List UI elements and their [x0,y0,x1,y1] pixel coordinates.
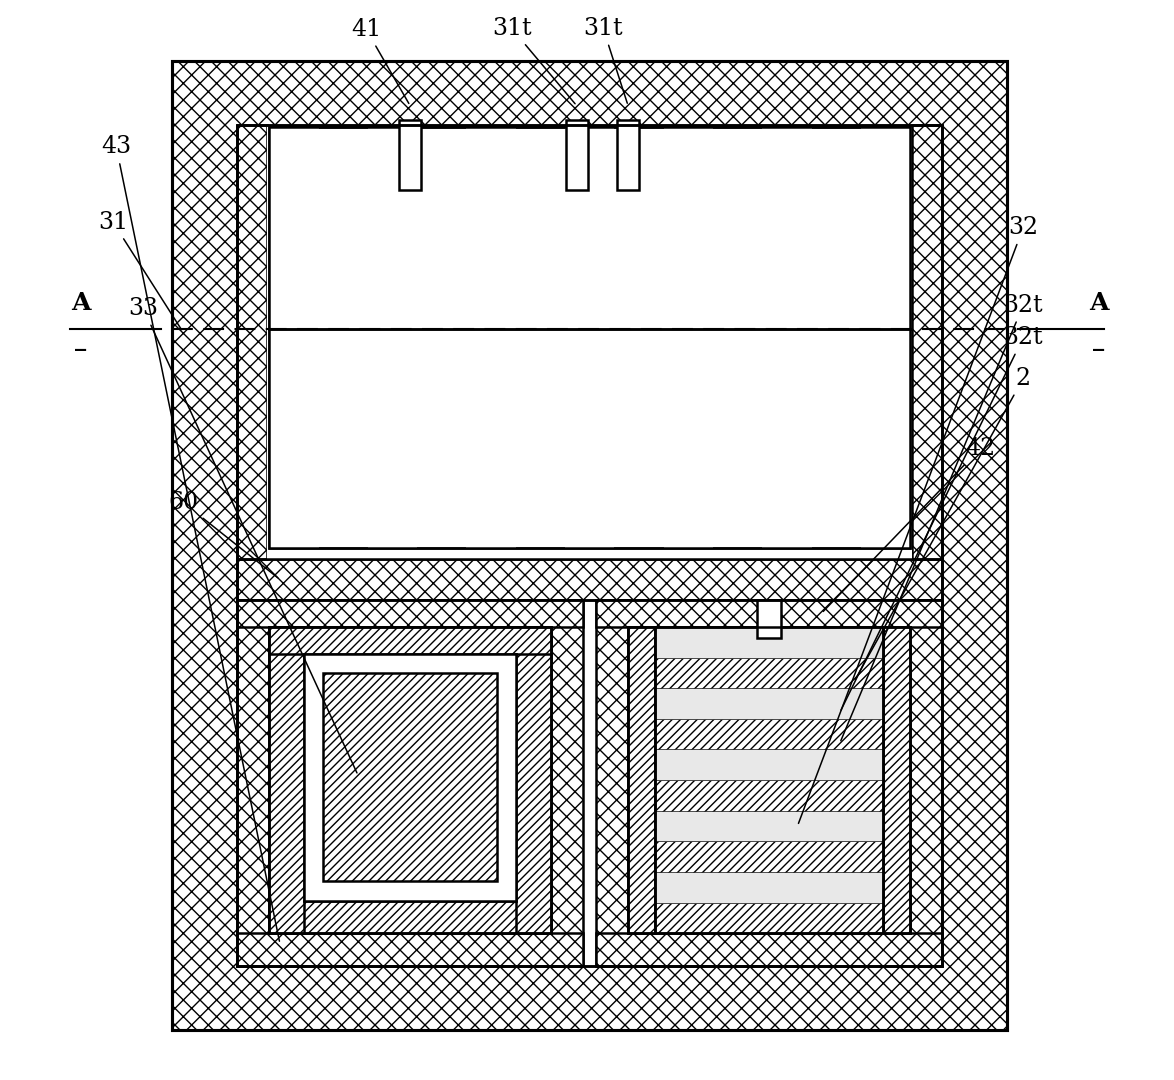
Text: 43: 43 [101,135,279,942]
Text: 31t: 31t [583,17,627,104]
Bar [883,626,910,933]
Bar [655,626,883,658]
Bar [618,120,639,190]
Bar [596,600,943,626]
Bar [912,125,943,559]
Bar [655,626,883,933]
Bar [517,626,551,933]
Bar [655,903,883,933]
Bar [628,626,910,933]
Bar [269,901,551,933]
Bar [596,600,628,966]
Bar [237,125,266,559]
Bar [269,127,318,549]
Bar [655,841,883,872]
Text: 32t: 32t [841,294,1043,741]
Bar [596,933,943,966]
Bar [655,688,883,719]
Bar [173,60,1007,1030]
Bar [861,127,910,549]
Bar [269,127,910,549]
Text: _: _ [75,329,86,351]
Text: 41: 41 [351,18,409,104]
Text: 2: 2 [855,367,1031,679]
Bar [551,600,583,966]
Bar [910,600,943,966]
Text: _: _ [1093,329,1105,351]
Bar [757,600,781,637]
Bar [628,626,655,933]
Bar [237,125,943,966]
Bar [367,127,417,549]
Bar [466,127,515,549]
Text: 32: 32 [798,216,1038,823]
Bar [655,750,883,780]
Bar [655,811,883,841]
Bar [237,125,943,966]
Bar [237,600,269,966]
Text: 60: 60 [168,490,278,578]
Bar [269,626,551,653]
Text: A: A [70,291,90,314]
Bar [566,120,588,190]
Bar [269,626,551,933]
Bar [237,600,583,626]
Bar [655,658,883,688]
Bar [269,626,304,933]
Text: 33: 33 [128,297,357,773]
Bar [269,127,910,549]
Text: 32t: 32t [841,326,1043,711]
Bar [266,125,912,559]
Bar [655,719,883,750]
Bar [399,120,421,190]
Bar [663,127,713,549]
Bar [237,559,943,600]
Text: 31: 31 [97,211,182,329]
Bar [655,780,883,811]
Bar [304,653,517,901]
Bar [565,127,614,549]
Bar [173,60,1007,1030]
Bar [237,125,943,966]
Text: A: A [1089,291,1108,314]
Bar [323,673,497,881]
Text: 42: 42 [823,437,996,611]
Bar [762,127,811,549]
Bar [655,872,883,903]
Text: 31t: 31t [492,17,575,104]
Bar [237,933,583,966]
